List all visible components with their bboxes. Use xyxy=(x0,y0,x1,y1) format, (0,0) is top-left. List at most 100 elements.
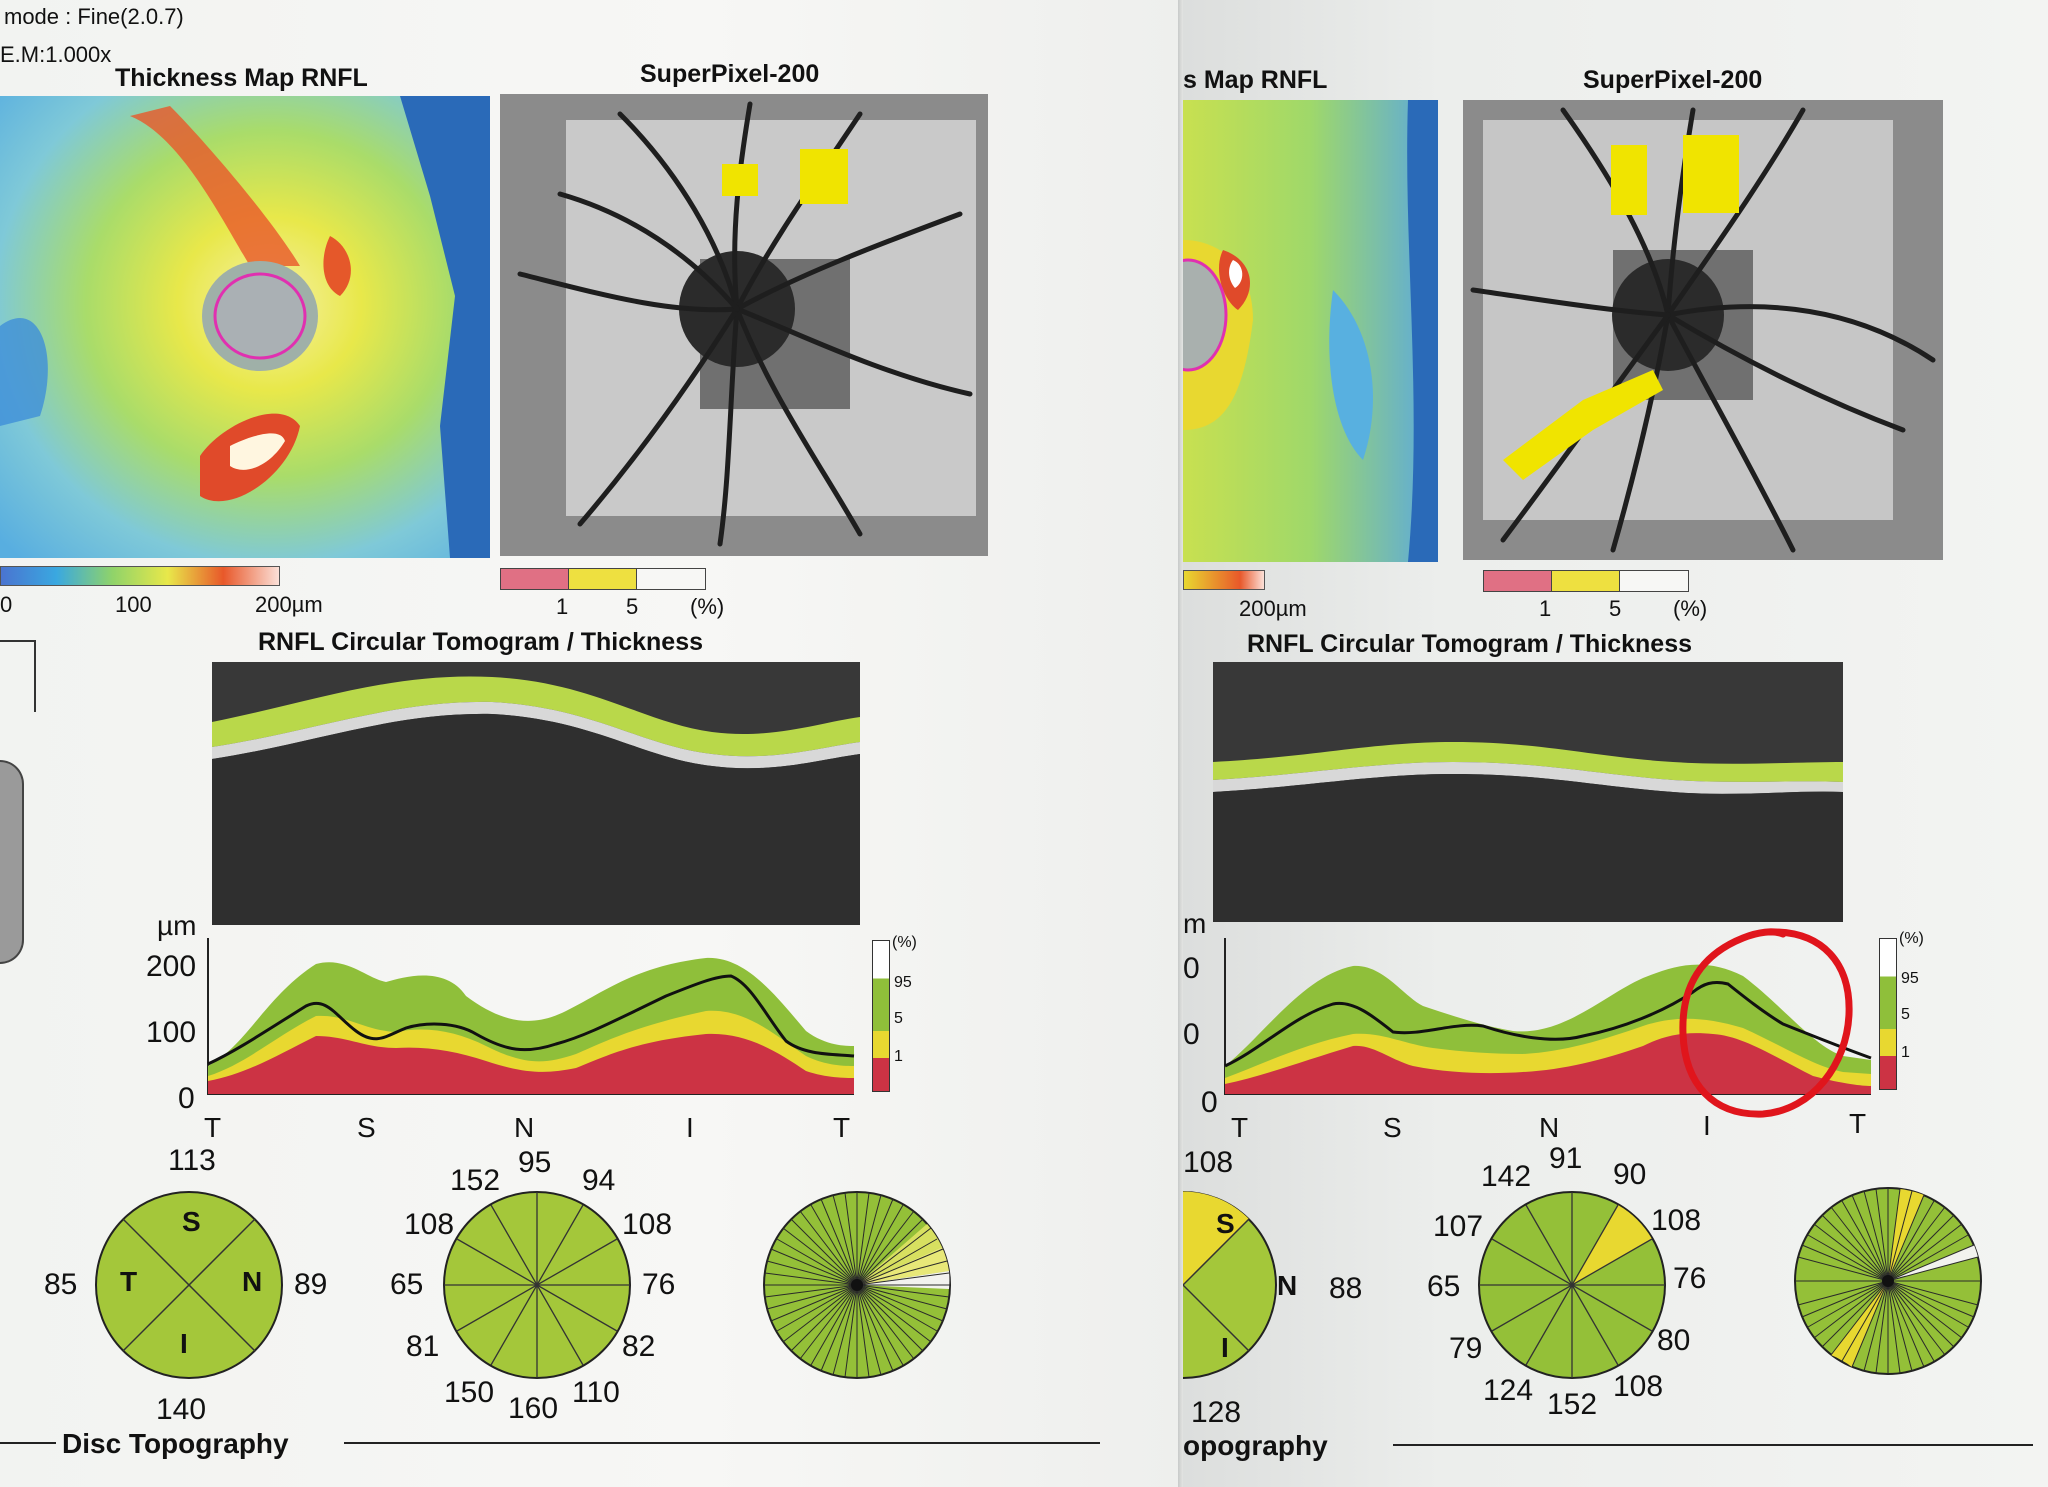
quadrant-label-t: T xyxy=(120,1266,138,1297)
rnfl-thickness-map xyxy=(1183,100,1438,562)
clock-value-9: 82 xyxy=(622,1330,656,1363)
superpixel-scale-5: 5 xyxy=(626,594,639,619)
footer-rule-left xyxy=(0,1442,56,1444)
quadrant-label-n: N xyxy=(242,1266,263,1297)
clock-value-1: 142 xyxy=(1481,1160,1532,1193)
tomogram-title: RNFL Circular Tomogram / Thickness xyxy=(258,628,704,656)
percent-legend-1: 1 xyxy=(894,1048,903,1065)
quadrant-nasal-value: 89 xyxy=(294,1268,328,1301)
percent-legend-bar xyxy=(1879,938,1897,1090)
rnfl-circular-tomogram xyxy=(1213,662,1843,922)
clock-value-3: 94 xyxy=(582,1164,616,1197)
percent-legend-bar xyxy=(872,940,890,1092)
thickness-scale-0: 0 xyxy=(0,592,13,617)
quadrant-label-i: I xyxy=(180,1328,188,1359)
clock-value-1: 152 xyxy=(450,1164,501,1197)
percent-legend-unit: (%) xyxy=(892,934,917,951)
tomogram-title: RNFL Circular Tomogram / Thickness xyxy=(1247,630,1693,658)
quadrant-inferior-value: 140 xyxy=(156,1393,207,1426)
left-report-sheet: mode : Fine(2.0.7) E.M:1.000x Thickness … xyxy=(0,0,1180,1487)
clock-value-7: 76 xyxy=(1673,1262,1707,1295)
rnfl-thickness-graph xyxy=(1224,938,1872,1095)
sector-pie-chart xyxy=(1794,1187,1982,1375)
rnfl-circular-tomogram xyxy=(212,662,860,925)
quadrant-label-s: S xyxy=(182,1206,201,1237)
clock-value-8: 79 xyxy=(1449,1332,1483,1365)
thickness-map-title: Thickness Map RNFL xyxy=(115,64,368,92)
magnification-label: E.M:1.000x xyxy=(0,42,112,67)
right-report-sheet: s Map RNFL SuperPixel-200 200µm xyxy=(1183,0,2048,1487)
clock-value-4: 107 xyxy=(1433,1210,1484,1243)
clock-value-11: 160 xyxy=(508,1392,559,1425)
percent-legend-95: 95 xyxy=(1901,970,1919,987)
clock-value-8: 81 xyxy=(406,1330,440,1363)
superpixel-legend-white xyxy=(1619,570,1689,592)
clock-hour-pie-chart xyxy=(1478,1191,1666,1379)
clock-value-7: 76 xyxy=(642,1268,676,1301)
x-tick-t-end: T xyxy=(1849,1108,1867,1139)
x-tick-n: N xyxy=(1539,1112,1560,1143)
clock-value-9: 80 xyxy=(1657,1324,1691,1357)
quadrant-nasal-value: 88 xyxy=(1329,1272,1363,1305)
rnfl-thickness-graph xyxy=(207,938,855,1095)
y-tick-0: 0 xyxy=(178,1082,195,1115)
x-tick-t-start: T xyxy=(204,1112,222,1143)
superpixel-legend-yellow xyxy=(568,568,638,590)
superpixel-fundus-image xyxy=(500,94,988,556)
percent-legend-95: 95 xyxy=(894,974,912,991)
percent-legend-5: 5 xyxy=(894,1010,903,1027)
frame-edge xyxy=(0,640,36,712)
quadrant-pie-chart xyxy=(95,1191,283,1379)
partial-disc-image xyxy=(0,760,24,964)
quadrant-temporal-value: 85 xyxy=(44,1268,78,1301)
superpixel-scale-1: 1 xyxy=(556,594,569,619)
superpixel-scale-pct: (%) xyxy=(690,594,725,619)
clock-value-2: 91 xyxy=(1549,1142,1583,1175)
clock-value-3: 90 xyxy=(1613,1158,1647,1191)
sector-pie-chart xyxy=(763,1191,951,1379)
footer-rule xyxy=(1393,1444,2033,1446)
clock-value-6: 65 xyxy=(390,1268,424,1301)
x-tick-n: N xyxy=(514,1112,535,1143)
x-tick-t-start: T xyxy=(1231,1112,1249,1143)
superpixel-legend-white xyxy=(636,568,706,590)
percent-legend-1: 1 xyxy=(1901,1044,1910,1061)
quadrant-label-n: N xyxy=(1277,1270,1298,1301)
y-axis-unit: m xyxy=(1183,908,1207,939)
quadrant-pie-chart xyxy=(1183,1191,1277,1379)
superpixel-legend-red xyxy=(1483,570,1553,592)
superpixel-title: SuperPixel-200 xyxy=(640,60,820,88)
quadrant-label-i: I xyxy=(1221,1332,1229,1363)
superpixel-scale-pct: (%) xyxy=(1673,596,1708,621)
percent-legend-5: 5 xyxy=(1901,1006,1910,1023)
x-tick-i: I xyxy=(686,1112,694,1143)
clock-value-4: 108 xyxy=(404,1208,455,1241)
clock-value-10: 150 xyxy=(444,1376,495,1409)
superpixel-title: SuperPixel-200 xyxy=(1583,66,1763,94)
red-annotation-circle xyxy=(1679,928,1853,1118)
thickness-scale-200: 200µm xyxy=(1239,596,1307,621)
clock-value-6: 65 xyxy=(1427,1270,1461,1303)
superpixel-legend-red xyxy=(500,568,570,590)
clock-value-12: 108 xyxy=(1613,1370,1664,1403)
quadrant-superior-value: 108 xyxy=(1183,1146,1234,1179)
thickness-scale-100: 100 xyxy=(115,592,152,617)
quadrant-inferior-value: 128 xyxy=(1191,1396,1242,1429)
clock-value-5: 108 xyxy=(1651,1204,1702,1237)
thickness-colorbar xyxy=(1183,570,1265,590)
clock-hour-pie-chart xyxy=(443,1191,631,1379)
superpixel-fundus-image xyxy=(1463,100,1943,560)
clock-value-10: 124 xyxy=(1483,1374,1534,1407)
thickness-colorbar xyxy=(0,566,280,586)
y-tick-100: 100 xyxy=(146,1016,197,1049)
superpixel-scale-1: 1 xyxy=(1539,596,1552,621)
y-axis-unit: µm xyxy=(157,910,197,941)
y-tick-200: 200 xyxy=(146,950,197,983)
x-tick-s: S xyxy=(1383,1112,1402,1143)
clock-value-5: 108 xyxy=(622,1208,673,1241)
y-tick-0: 0 xyxy=(1201,1086,1218,1119)
x-tick-t-end: T xyxy=(833,1112,851,1143)
clock-value-12: 110 xyxy=(572,1376,620,1409)
quadrant-superior-value: 113 xyxy=(168,1144,216,1177)
disc-topography-title: Disc Topography xyxy=(62,1428,289,1459)
